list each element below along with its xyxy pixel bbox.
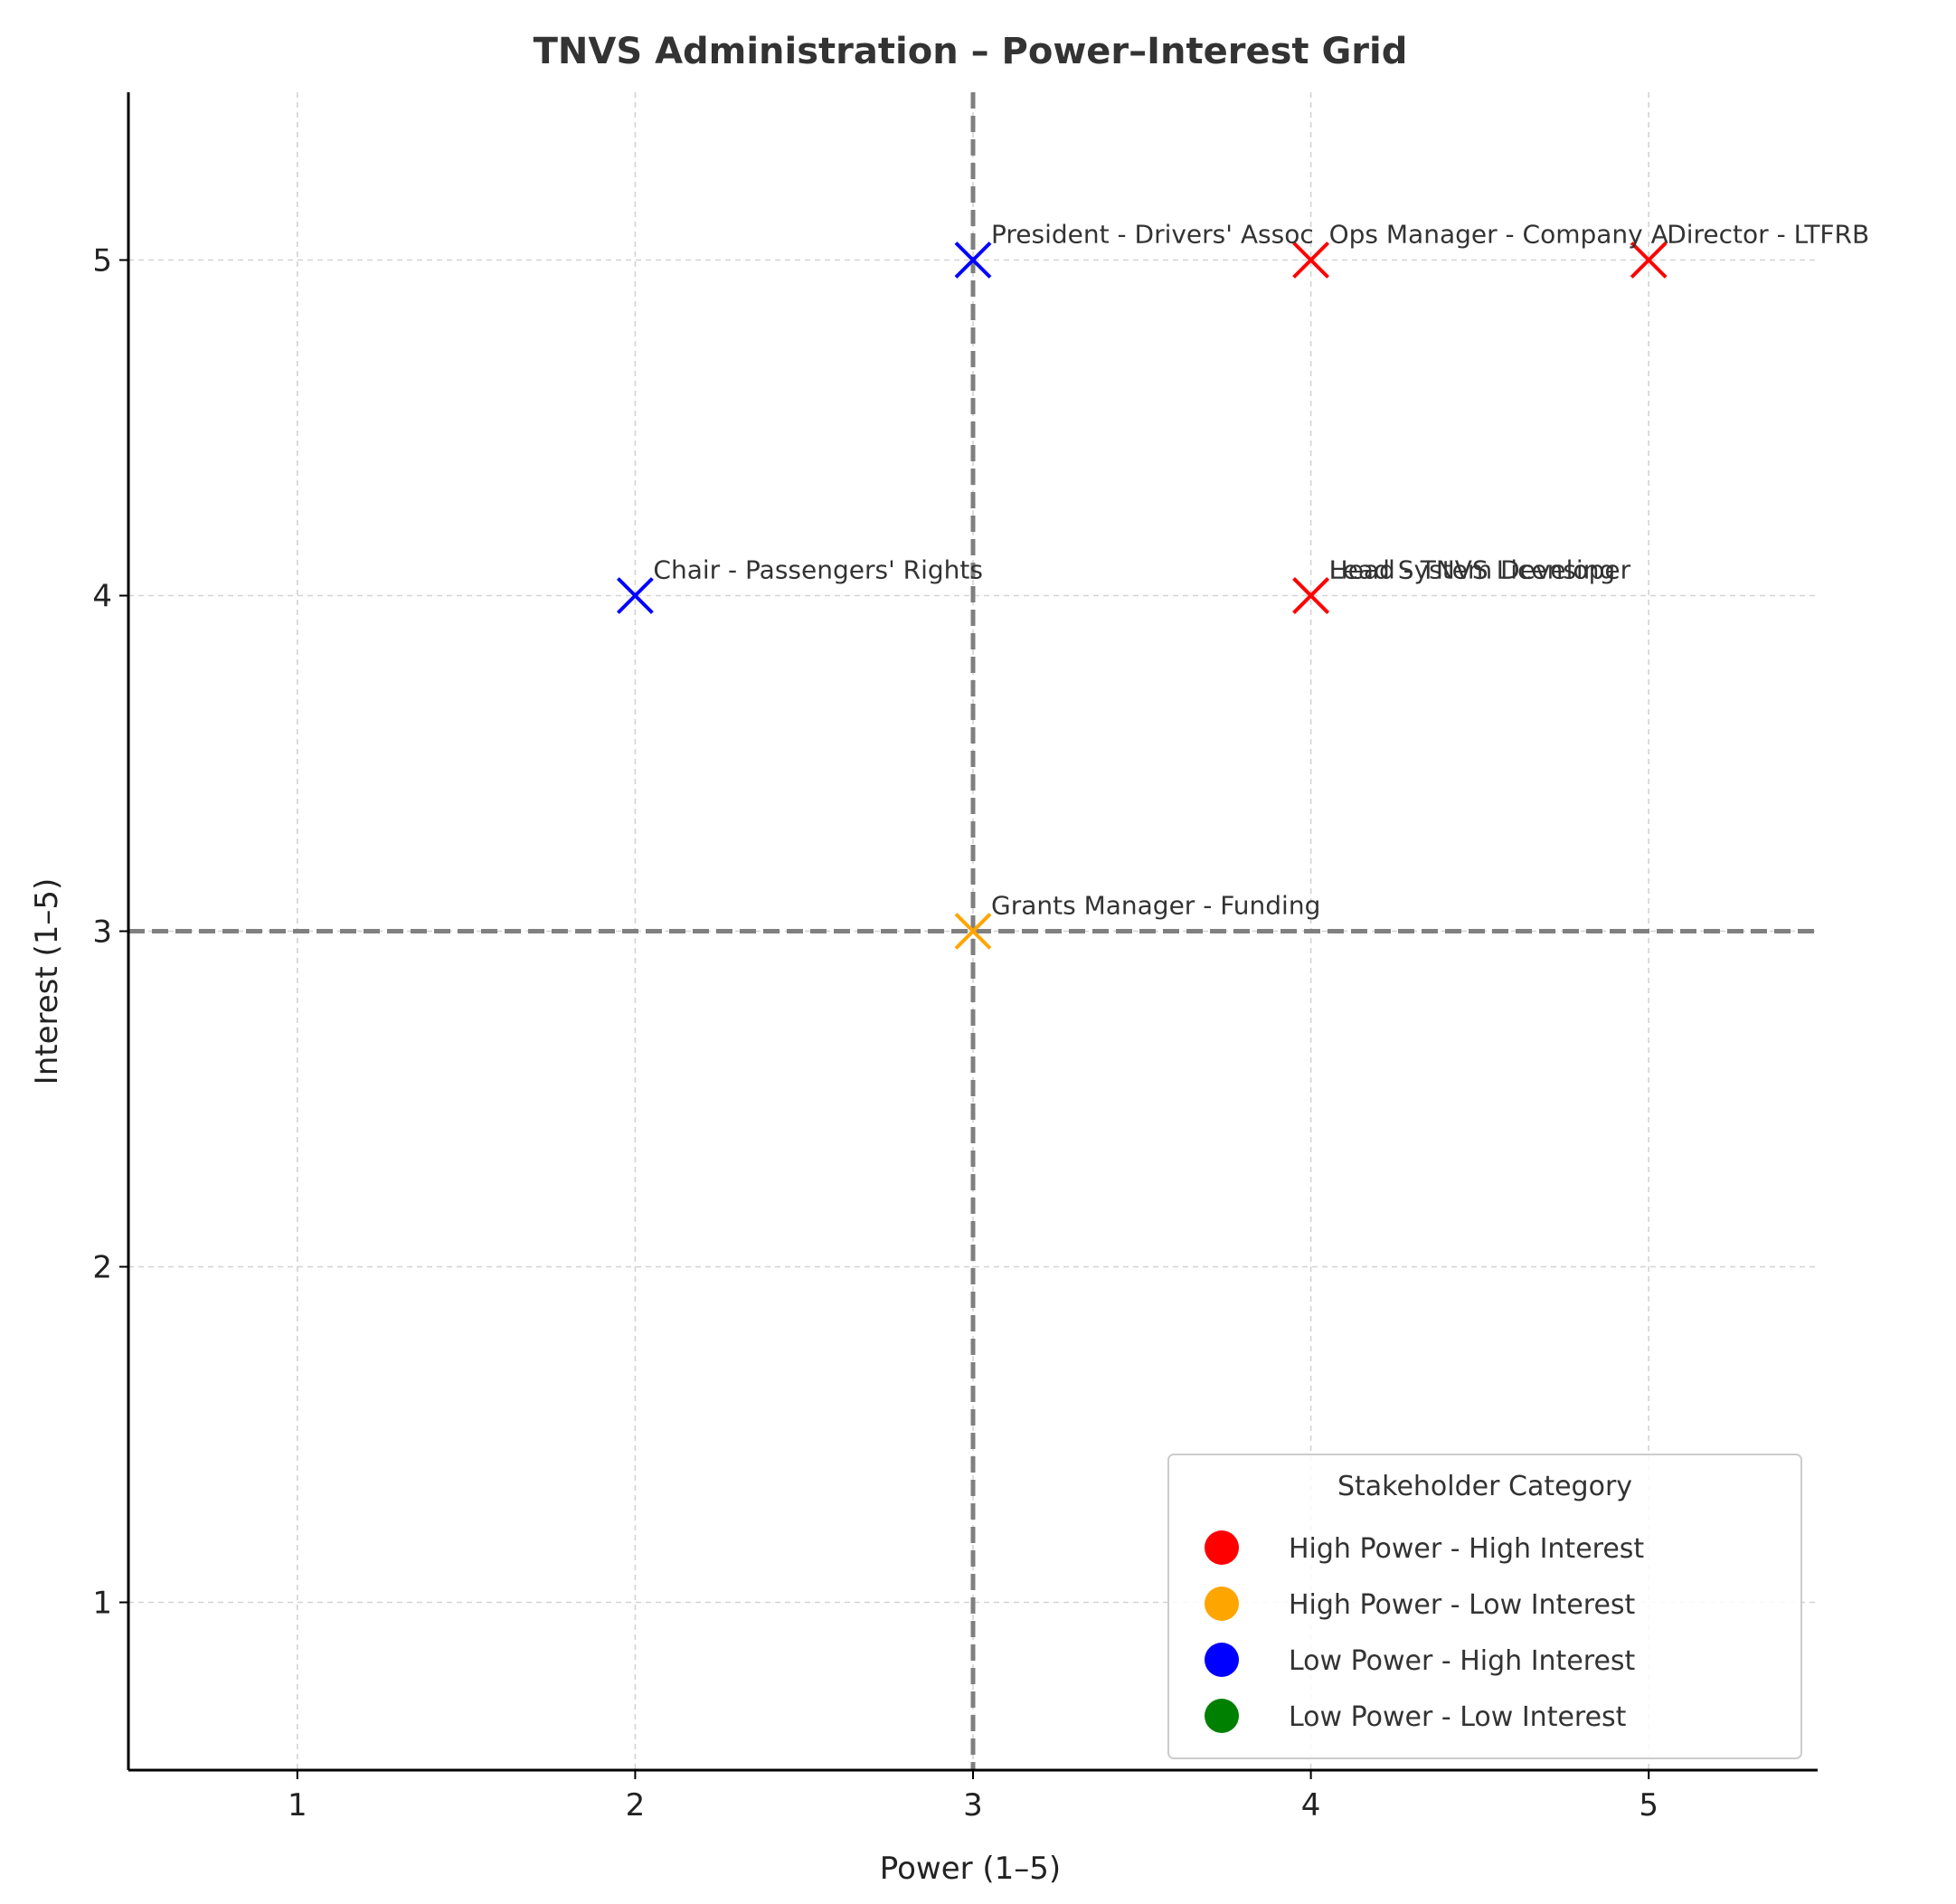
- data-point-marker: [616, 577, 654, 614]
- legend-title: Stakeholder Category: [1337, 1471, 1632, 1502]
- data-point-label: Head - TNVS Licensing: [1329, 555, 1616, 585]
- legend-marker: [1205, 1587, 1239, 1621]
- data-point-label: Grants Manager - Funding: [991, 891, 1320, 921]
- x-tick-label: 4: [1301, 1787, 1321, 1823]
- y-tick-label: 5: [92, 243, 112, 279]
- data-point-marker: [1630, 242, 1668, 279]
- legend-marker: [1205, 1643, 1239, 1677]
- x-axis-label: Power (1–5): [880, 1851, 1061, 1887]
- y-tick-label: 4: [92, 579, 112, 615]
- x-tick-label: 3: [963, 1787, 983, 1823]
- data-point-label: Ops Manager - Company A: [1329, 220, 1668, 250]
- y-tick-label: 2: [92, 1250, 112, 1286]
- legend: Stakeholder Category High Power - High In…: [1167, 1454, 1802, 1759]
- chart-title: TNVS Administration – Power–Interest Gri…: [534, 31, 1408, 72]
- data-point-label: President - Drivers' Assoc: [991, 220, 1314, 250]
- data-point-marker: [954, 913, 992, 950]
- legend-marker: [1205, 1699, 1239, 1733]
- legend-entry-label: High Power - Low Interest: [1289, 1589, 1636, 1621]
- data-points: [616, 242, 1668, 950]
- x-tick-label: 1: [288, 1787, 307, 1823]
- x-tick-label: 2: [626, 1787, 646, 1823]
- data-point-marker: [1292, 577, 1330, 614]
- x-tick-label: 5: [1639, 1787, 1658, 1823]
- legend-box: [1167, 1454, 1802, 1759]
- data-point-label: Director - LTFRB: [1667, 220, 1869, 250]
- y-tick-label: 1: [92, 1586, 112, 1622]
- data-point-label: Lead System Developer: [1329, 555, 1631, 585]
- data-point-label: Chair - Passengers' Rights: [653, 555, 983, 585]
- y-axis-label: Interest (1–5): [29, 878, 65, 1085]
- tick-labels: 1 2 3 4 5 1 2 3 4 5: [92, 243, 1658, 1824]
- y-tick-label: 3: [92, 914, 112, 951]
- data-point-marker: [954, 242, 992, 279]
- legend-entry-label: High Power - High Interest: [1289, 1533, 1644, 1565]
- data-point-marker: [1292, 242, 1330, 279]
- legend-marker: [1205, 1530, 1239, 1565]
- legend-entry-label: Low Power - High Interest: [1289, 1645, 1636, 1677]
- legend-entry-label: Low Power - Low Interest: [1289, 1701, 1627, 1733]
